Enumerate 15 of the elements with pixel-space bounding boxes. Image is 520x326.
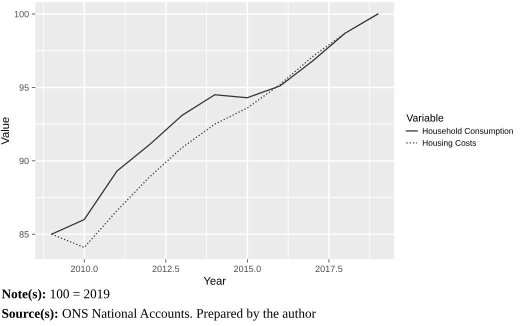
legend-title: Variable — [406, 114, 444, 122]
x-tick-label: 2015.0 — [234, 266, 261, 272]
y-tick-label: 90 — [19, 158, 29, 164]
text: Note(s): 100 = 2019 — [2, 289, 110, 302]
x-tick-label: 2017.5 — [316, 266, 342, 272]
y-tick-label: 85 — [19, 231, 29, 238]
legend-label: Household Consumption — [422, 128, 513, 136]
x-axis-title: Year — [204, 277, 226, 285]
x-tick-label: 2012.5 — [152, 266, 180, 272]
legend-label: Housing Costs — [422, 140, 476, 148]
source-note: Source(s): ONS National Accounts. Prepared by the author — [2, 308, 316, 321]
y-tick-label: 95 — [19, 84, 29, 91]
x-tick-label: 2010.0 — [70, 266, 98, 272]
y-tick-label: 100 — [14, 10, 29, 18]
y-axis-title: Value — [0, 117, 10, 144]
